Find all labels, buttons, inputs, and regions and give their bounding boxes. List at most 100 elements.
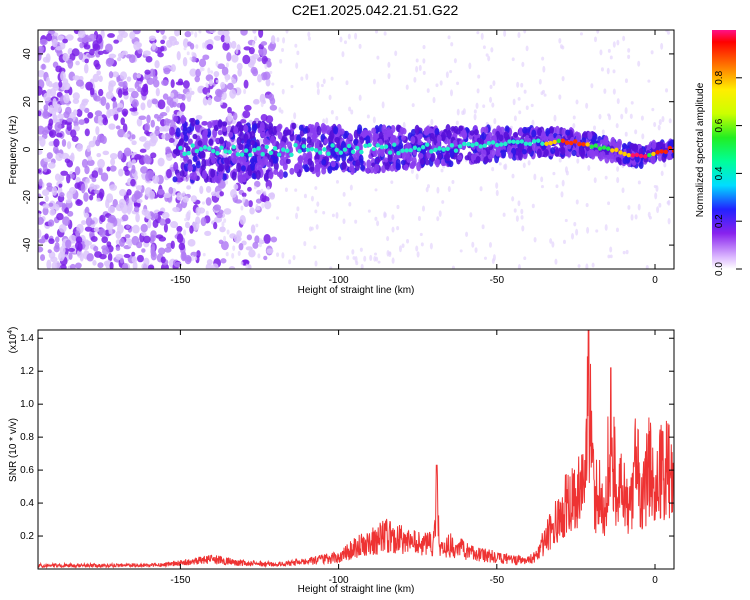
heatmap-cell <box>667 217 671 225</box>
heatmap-cell <box>441 147 446 152</box>
heatmap-cell <box>378 131 384 140</box>
heatmap-cell <box>354 219 358 224</box>
heatmap-cell <box>38 135 43 141</box>
heatmap-cell <box>221 173 227 181</box>
heatmap-cell <box>135 213 140 223</box>
heatmap-cell <box>76 198 81 205</box>
heatmap-cell <box>558 147 564 153</box>
heatmap-cell <box>470 153 476 161</box>
heatmap-cell <box>503 30 507 37</box>
heatmap-cell <box>376 55 380 60</box>
heatmap-cell <box>451 265 455 269</box>
heatmap-cell <box>254 35 258 42</box>
heatmap-cell <box>176 192 183 201</box>
heatmap-cell <box>363 143 368 149</box>
page-title: C2E1.2025.042.21.51.G22 <box>291 2 459 18</box>
heatmap-cell <box>184 254 192 265</box>
heatmap-cell <box>68 252 73 260</box>
heatmap-cell <box>252 147 257 153</box>
heatmap-cell <box>121 50 128 56</box>
heatmap-cell <box>225 251 229 257</box>
heatmap-cell <box>85 81 94 91</box>
heatmap-cell <box>263 156 269 166</box>
heatmap-cell <box>269 70 273 75</box>
heatmap-cell <box>665 88 669 93</box>
heatmap-cell <box>165 105 170 113</box>
heatmap-cell <box>252 155 258 163</box>
heatmap-cell <box>342 147 348 152</box>
heatmap-cell <box>543 148 549 156</box>
heatmap-cell <box>429 242 433 250</box>
heatmap-cell <box>350 149 356 155</box>
heatmap-cell <box>59 192 65 198</box>
heatmap-cell <box>541 56 545 61</box>
heatmap-cell <box>264 94 270 99</box>
heatmap-cell <box>150 119 155 128</box>
heatmap-cell <box>251 53 260 60</box>
heatmap-cell <box>634 152 640 158</box>
heatmap-cell <box>169 126 175 136</box>
heatmap-cell <box>322 147 327 152</box>
heatmap-cell <box>260 101 264 108</box>
heatmap-cell <box>107 252 113 262</box>
heatmap-cell <box>422 45 426 50</box>
heatmap-cell <box>207 97 213 106</box>
heatmap-cell <box>641 133 645 140</box>
heatmap-cell <box>316 88 320 96</box>
heatmap-cell <box>71 48 80 57</box>
heatmap-cell <box>533 173 537 181</box>
snr-y-tick-label: 0.8 <box>20 432 34 443</box>
heatmap-cell <box>622 151 627 157</box>
heatmap-cell <box>658 202 662 208</box>
heatmap-cell <box>96 152 102 158</box>
heatmap-cell <box>577 141 582 147</box>
heatmap-cell <box>217 129 223 136</box>
heatmap-cell <box>540 176 544 183</box>
heatmap-cell <box>81 220 87 226</box>
heatmap-cell <box>98 188 105 199</box>
heatmap-cell <box>149 235 155 244</box>
colorbar-label: Normalized spectral amplitude <box>695 82 706 217</box>
heatmap-cell <box>87 112 94 119</box>
snr-axes: -150 -100 -50 0 0.2 0.4 0.6 0.8 1.0 1.2 1.4 <box>20 330 674 586</box>
heatmap-cell <box>429 132 435 142</box>
heatmap-cell <box>84 128 90 137</box>
heatmap-cell <box>154 128 161 137</box>
heatmap-cell <box>374 163 380 173</box>
heatmap-cell <box>430 118 434 126</box>
heatmap-cell <box>121 214 129 222</box>
heatmap-cell <box>252 123 258 131</box>
heatmap-cell <box>84 226 93 232</box>
heatmap-cell <box>222 41 230 51</box>
heatmap-cell <box>246 234 253 241</box>
heatmap-cell <box>254 162 260 173</box>
heatmap-cell <box>445 153 451 162</box>
heatmap-cell <box>252 241 259 249</box>
heatmap-cell <box>508 152 514 159</box>
heatmap-cell <box>186 126 192 134</box>
heatmap-cell <box>144 69 151 75</box>
heatmap-cell <box>163 192 172 199</box>
heatmap-cell <box>448 160 454 168</box>
heatmap-cell <box>170 64 176 73</box>
heatmap-cell <box>69 187 77 195</box>
heatmap-cell <box>605 146 611 151</box>
heatmap-cell <box>185 213 189 220</box>
heatmap-cell <box>130 178 136 187</box>
heatmap-cell <box>209 30 216 34</box>
heatmap-cell <box>187 41 192 47</box>
heatmap-cell <box>414 124 420 135</box>
heatmap-cell <box>653 184 657 189</box>
heatmap-cell <box>601 129 605 135</box>
heatmap-cell <box>220 240 229 251</box>
snr-x-tick-label: 0 <box>652 575 658 586</box>
heatmap-cell <box>240 205 244 211</box>
heatmap-cell <box>47 122 53 131</box>
heatmap-cell <box>270 35 276 45</box>
heatmap-cell <box>517 146 523 153</box>
heatmap-cell <box>616 39 620 46</box>
heatmap-cell <box>419 158 425 165</box>
heatmap-cell <box>316 81 320 89</box>
heatmap-cell <box>415 65 419 73</box>
heatmap-cell <box>116 102 124 109</box>
